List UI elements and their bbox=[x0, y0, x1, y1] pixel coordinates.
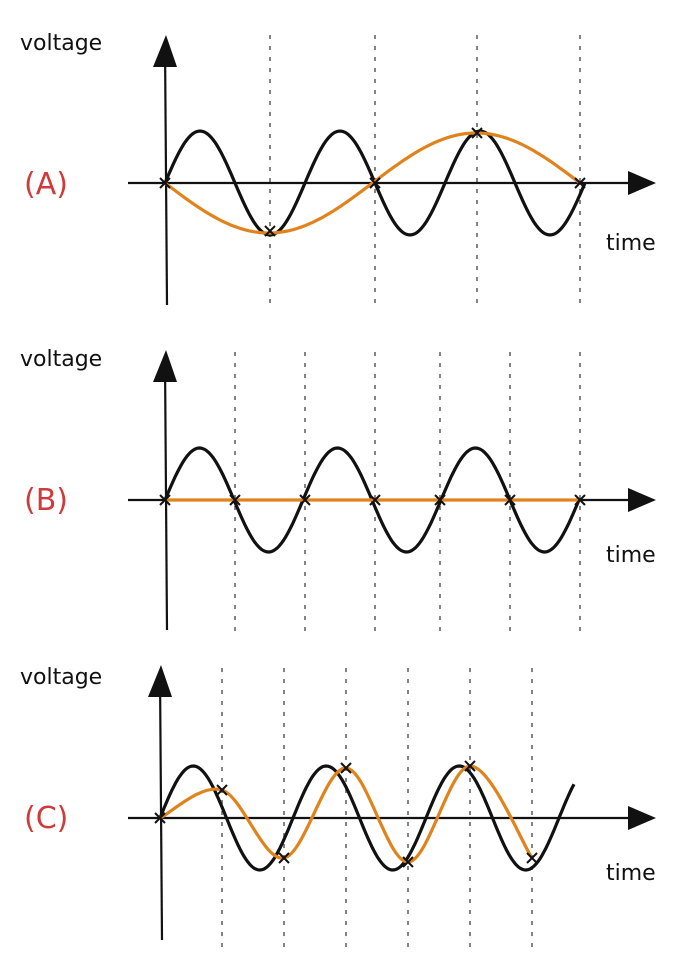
panel-label: (B) bbox=[24, 483, 68, 518]
x-axis-label: time bbox=[606, 543, 656, 568]
sample-marker bbox=[402, 856, 414, 868]
x-axis-arrow bbox=[628, 171, 656, 195]
panel-label: (A) bbox=[24, 167, 68, 202]
sample-marker bbox=[504, 494, 516, 506]
sample-marker bbox=[526, 852, 538, 864]
sample-marker bbox=[299, 494, 311, 506]
y-axis-label: voltage bbox=[20, 665, 102, 690]
sample-marker bbox=[229, 494, 241, 506]
sample-marker bbox=[278, 852, 290, 864]
y-axis bbox=[163, 44, 169, 306]
sample-marker bbox=[369, 494, 381, 506]
x-axis-label: time bbox=[606, 231, 656, 256]
sample-marker bbox=[574, 177, 586, 189]
sample-marker bbox=[264, 225, 276, 237]
y-axis-arrow bbox=[148, 665, 172, 697]
sample-marker bbox=[340, 762, 352, 774]
x-axis-arrow bbox=[628, 488, 656, 512]
sampled-wave bbox=[164, 131, 580, 235]
x-axis-label: time bbox=[606, 861, 656, 886]
sample-marker bbox=[464, 760, 476, 772]
panel-label: (C) bbox=[24, 801, 68, 836]
x-axis-arrow bbox=[628, 806, 656, 830]
sample-marker bbox=[154, 812, 166, 824]
signal-wave bbox=[158, 764, 576, 872]
sample-marker bbox=[369, 177, 381, 189]
sample-marker bbox=[216, 784, 228, 796]
y-axis-arrow bbox=[153, 35, 177, 67]
y-axis bbox=[158, 674, 164, 941]
y-axis-label: voltage bbox=[20, 347, 102, 372]
sample-marker bbox=[434, 494, 446, 506]
sample-marker bbox=[574, 494, 586, 506]
sample-marker bbox=[159, 177, 171, 189]
y-axis-arrow bbox=[153, 350, 177, 382]
sample-marker bbox=[471, 127, 483, 139]
y-axis-label: voltage bbox=[20, 31, 102, 56]
sample-marker bbox=[159, 494, 171, 506]
